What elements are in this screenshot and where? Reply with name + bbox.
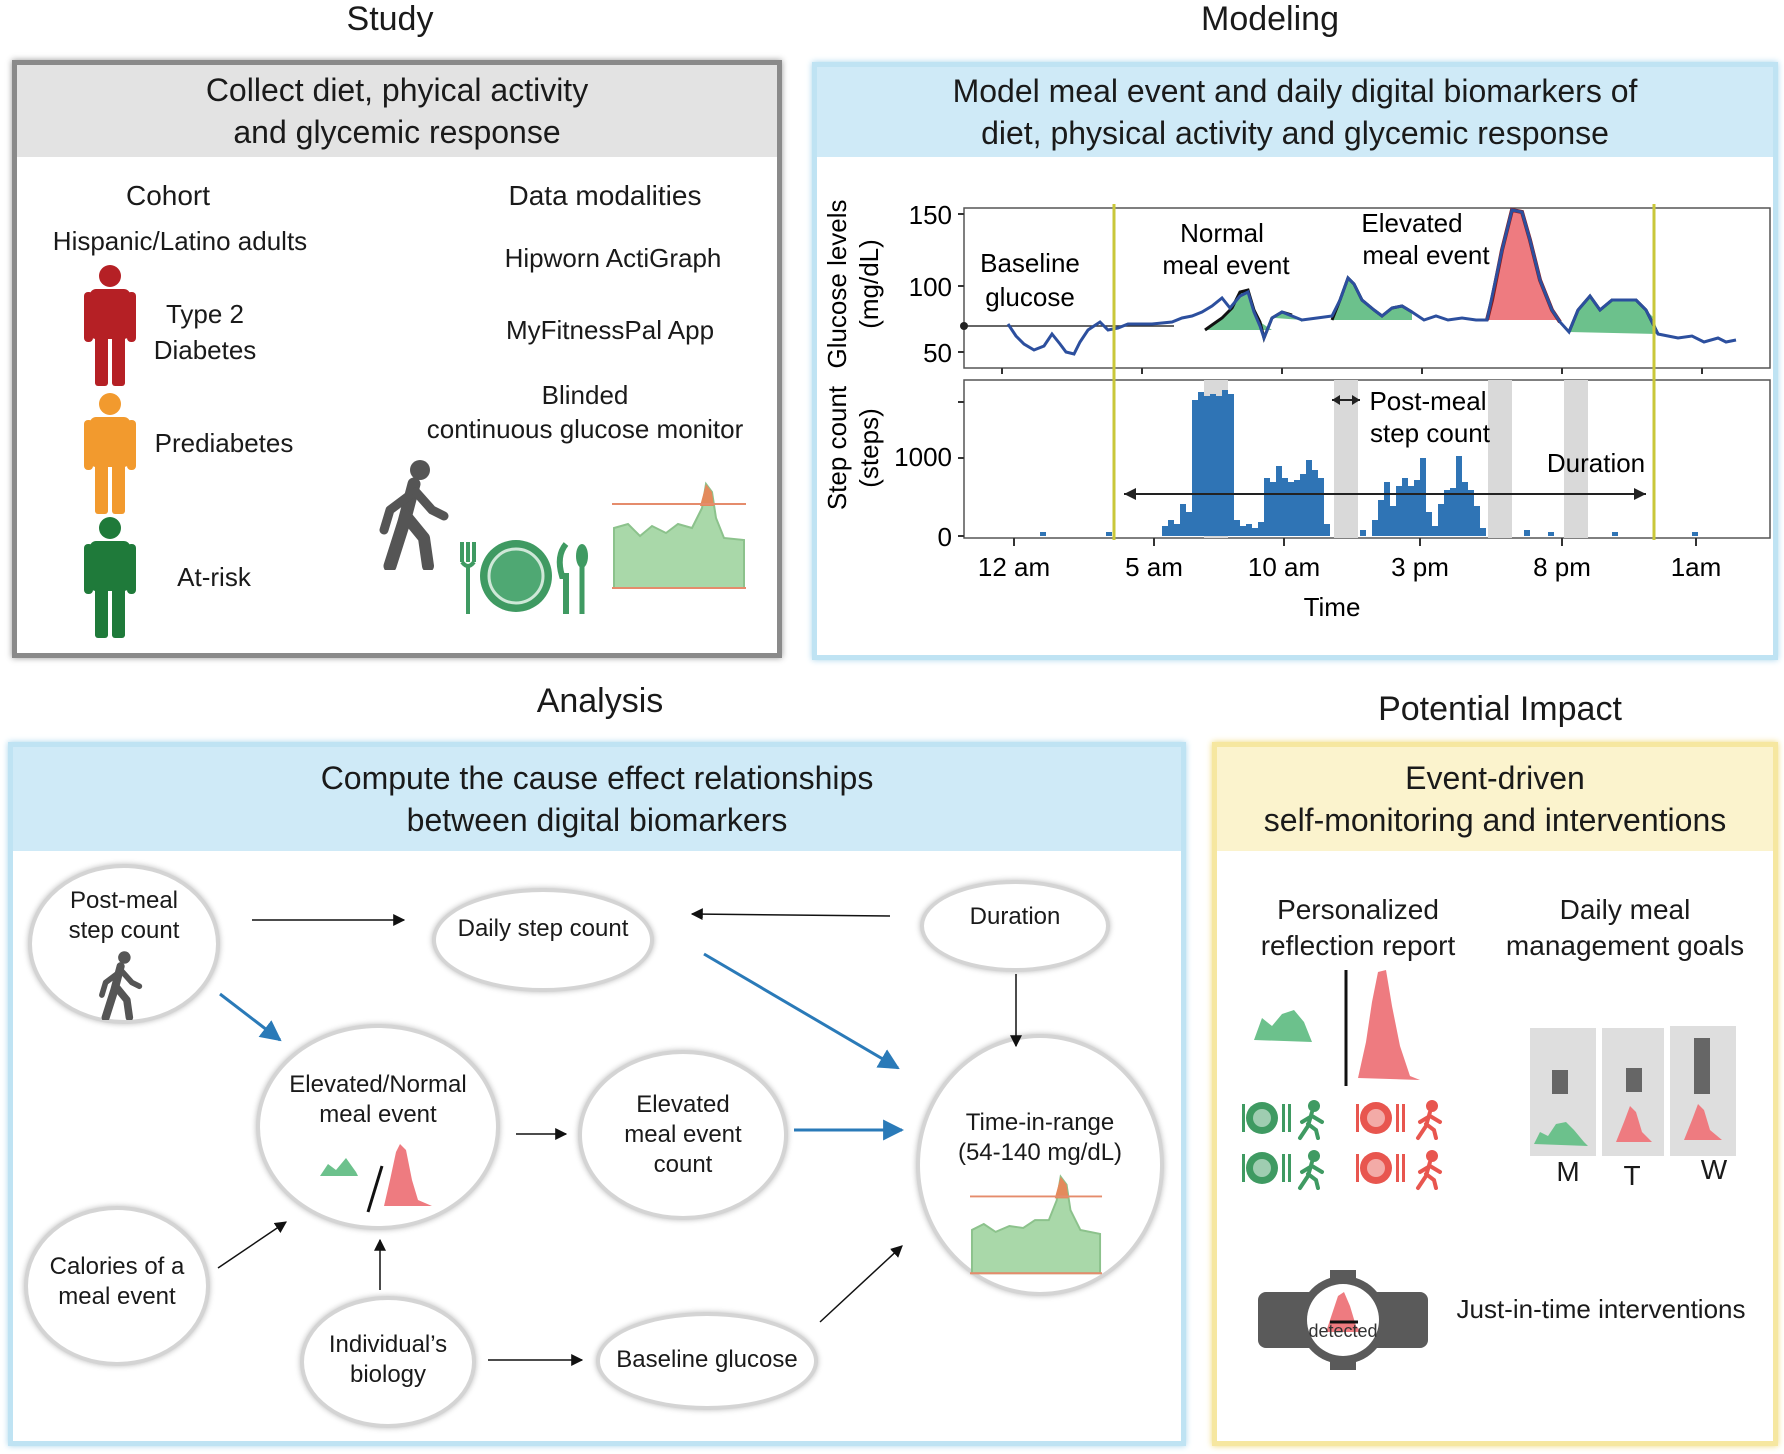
- glucose-trace: [1006, 208, 1737, 356]
- node-walking-icon: [99, 951, 143, 1020]
- normal-meal-area-2: [1275, 312, 1302, 322]
- arrow-calories-to-meal: [217, 1221, 287, 1269]
- modeling-header-line1: Model meal event and daily digital bioma…: [952, 73, 1638, 109]
- modeling-panel-header: Model meal event and daily digital bioma…: [817, 67, 1773, 157]
- glucose-tick-100: 100: [909, 272, 952, 302]
- duration-annot: Duration: [1547, 448, 1645, 478]
- node-elevated-meal-count: [578, 1050, 788, 1220]
- analysis-panel-header: Compute the cause effect relationships be…: [13, 747, 1181, 851]
- cohort-subtitle: Hispanic/Latino adults: [52, 226, 308, 256]
- group-label-at-risk: At-risk: [177, 562, 251, 592]
- node-tir-label: Time-in-range (54-140 mg/dL): [957, 1109, 1123, 1166]
- node-calories-label: Calories of a meal event: [49, 1253, 185, 1310]
- group-label-prediabetes: Prediabetes: [154, 428, 294, 458]
- step-tick-0: 0: [938, 522, 952, 552]
- modeling-panel: Model meal event and daily digital bioma…: [812, 62, 1778, 660]
- study-panel-header: Collect diet, phyical activity and glycem…: [17, 65, 777, 157]
- step-bars: [1040, 390, 1698, 536]
- impact-panel-header: Event-driven self-monitoring and interven…: [1217, 747, 1773, 851]
- cohort-title: Cohort: [125, 180, 211, 211]
- glucose-tick-150: 150: [909, 200, 952, 230]
- watch-detected-label: detected: [1308, 1321, 1378, 1341]
- day-label-t: T: [1623, 1160, 1641, 1191]
- analysis-header-line1: Compute the cause effect relationships: [320, 760, 874, 796]
- x-tick-3pm: 3 pm: [1391, 552, 1449, 582]
- person-icon-type2: [84, 265, 136, 386]
- study-header-line1: Collect diet, phyical activity: [205, 72, 589, 108]
- x-tick-12am: 12 am: [978, 552, 1050, 582]
- day-label-w: W: [1700, 1154, 1728, 1185]
- modeling-chart: Glucose levels (mg/dL) Step count (steps…: [822, 199, 1771, 622]
- baseline-annot-line1: Baseline: [980, 248, 1080, 278]
- node-elevated-normal-label: Elevated/Normal meal event: [289, 1071, 467, 1128]
- normal-annot-line1: Normal: [1180, 218, 1264, 248]
- reflection-report-graphic: [1242, 970, 1442, 1190]
- analysis-section-title: Analysis: [536, 682, 664, 720]
- glucose-ylabel-line2: (mg/dL): [854, 239, 884, 329]
- step-ylabel-line2: (steps): [854, 408, 884, 487]
- x-tick-10am: 10 am: [1248, 552, 1320, 582]
- x-tick-5am: 5 am: [1125, 552, 1183, 582]
- glucose-ylabel-line1: Glucose levels: [822, 199, 852, 368]
- plate-utensils-icon: [460, 540, 588, 614]
- glucose-axes: [963, 207, 1771, 369]
- just-in-time-label: Just-in-time interventions: [1456, 1294, 1746, 1324]
- normal-annot-line2: meal event: [1162, 250, 1290, 280]
- daily-goals-graphic: [1530, 1026, 1736, 1156]
- walking-person-icon: [379, 460, 449, 570]
- impact-section-title: Potential Impact: [1378, 690, 1622, 728]
- modeling-header-line2: diet, physical activity and glycemic res…: [981, 115, 1609, 151]
- smartwatch-icon: [1258, 1270, 1428, 1370]
- modality-cgm-line2: continuous glucose monitor: [426, 414, 744, 444]
- node-elevated-normal-meal: [256, 1024, 500, 1230]
- arrow-daily-to-tir: [703, 952, 900, 1070]
- person-icon-prediabetes: [84, 393, 136, 514]
- study-header-line2: and glycemic response: [233, 114, 561, 150]
- day-label-m: M: [1556, 1156, 1580, 1187]
- node-baseline-label: Baseline glucose: [616, 1346, 798, 1373]
- baseline-annot-line2: glucose: [985, 282, 1075, 312]
- modality-cgm-line1: Blinded: [541, 380, 629, 410]
- node-elevated-count-label: Elevated meal event count: [624, 1091, 742, 1178]
- analysis-header-line2: between digital biomarkers: [406, 802, 788, 838]
- node-calories: [24, 1206, 210, 1366]
- x-tick-8pm: 8 pm: [1533, 552, 1591, 582]
- x-tick-1am: 1am: [1671, 552, 1722, 582]
- arrow-postmeal-to-meal: [219, 992, 282, 1042]
- group-label-type2: Type 2 Diabetes: [153, 299, 257, 365]
- elevated-annot-line2: meal event: [1362, 240, 1490, 270]
- cgm-mini-chart: [612, 481, 746, 589]
- node-daily-step-count: [432, 888, 654, 992]
- node-individual-biology: [300, 1296, 476, 1428]
- node-duration: [920, 880, 1110, 972]
- normal-meal-area-4: [1569, 296, 1658, 334]
- person-icon-at-risk: [84, 517, 136, 638]
- modality-myfitnesspal: MyFitnessPal App: [505, 315, 715, 345]
- study-section-title: Study: [346, 0, 434, 38]
- impact-header-line1: Event-driven: [1405, 760, 1585, 796]
- elevated-annot-line1: Elevated: [1361, 208, 1462, 238]
- goals-title: Daily meal management goals: [1505, 894, 1745, 961]
- node-baseline-glucose: [596, 1312, 818, 1410]
- arrow-baseline-to-tir: [819, 1245, 903, 1323]
- node-meal-icon: [320, 1144, 432, 1213]
- glucose-tick-50: 50: [923, 338, 952, 368]
- node-cgm-icon: [970, 1174, 1103, 1275]
- impact-header-line2: self-monitoring and interventions: [1263, 802, 1727, 838]
- node-post-meal-label: Post-meal step count: [68, 887, 180, 944]
- report-title: Personalized reflection report: [1260, 894, 1456, 961]
- post-meal-annot-line1: Post-meal: [1369, 386, 1486, 416]
- modalities-title: Data modalities: [508, 180, 702, 211]
- node-biology-label: Individual’s biology: [328, 1331, 448, 1388]
- node-duration-label: Duration: [969, 903, 1061, 930]
- x-axis-label: Time: [1304, 592, 1361, 622]
- node-daily-step-label: Daily step count: [457, 915, 629, 942]
- post-meal-annot-line2: step count: [1370, 418, 1491, 448]
- modeling-section-title: Modeling: [1201, 0, 1339, 38]
- modality-actigraph: Hipworn ActiGraph: [504, 243, 722, 273]
- arrow-duration-to-daily: [690, 908, 891, 921]
- step-ylabel-line1: Step count: [822, 385, 852, 510]
- step-tick-1000: 1000: [894, 442, 952, 472]
